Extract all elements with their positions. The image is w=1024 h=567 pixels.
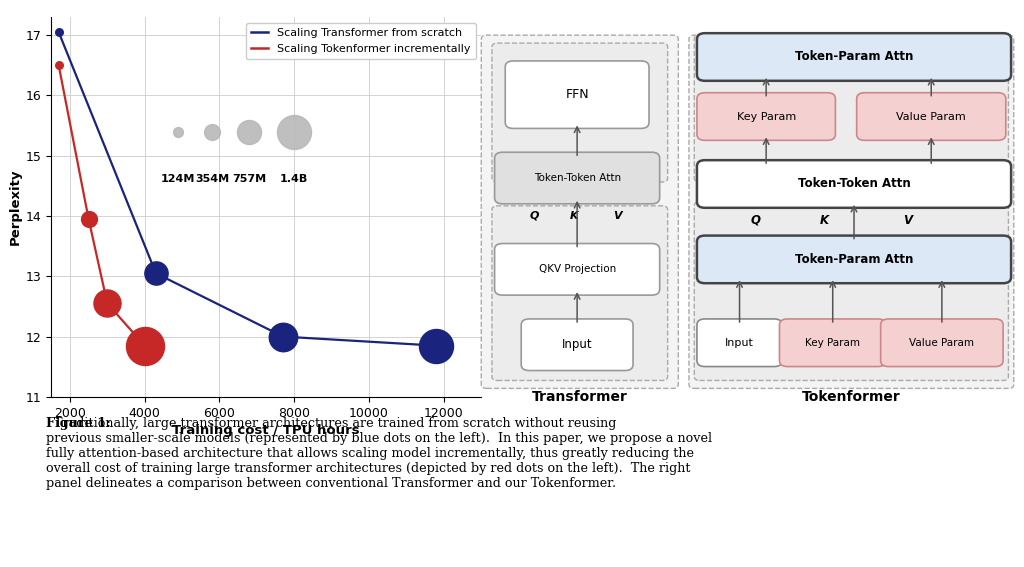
FancyBboxPatch shape	[857, 93, 1006, 141]
Text: 354M: 354M	[195, 174, 229, 184]
Text: FFN: FFN	[565, 88, 589, 101]
FancyBboxPatch shape	[697, 33, 1011, 81]
Point	[50, 28, 67, 37]
FancyBboxPatch shape	[694, 35, 1009, 182]
FancyBboxPatch shape	[481, 35, 678, 388]
FancyBboxPatch shape	[697, 160, 1011, 208]
Text: 1.4B: 1.4B	[281, 174, 308, 184]
FancyBboxPatch shape	[521, 319, 633, 371]
Point	[50, 61, 67, 70]
Text: 757M: 757M	[232, 174, 266, 184]
Text: Transformer: Transformer	[531, 390, 628, 404]
FancyBboxPatch shape	[492, 43, 668, 182]
Text: Key Param: Key Param	[805, 338, 860, 348]
Text: V: V	[903, 214, 911, 227]
Text: Token-Param Attn: Token-Param Attn	[795, 50, 913, 64]
Text: Input: Input	[725, 338, 754, 348]
Point	[242, 127, 258, 136]
FancyBboxPatch shape	[495, 153, 659, 204]
Text: Value Param: Value Param	[896, 112, 966, 121]
Point	[81, 214, 97, 223]
FancyBboxPatch shape	[697, 93, 836, 141]
Point	[136, 341, 153, 350]
Text: QKV Projection: QKV Projection	[539, 264, 615, 274]
Text: 124M: 124M	[161, 174, 196, 184]
Point	[274, 332, 291, 341]
FancyBboxPatch shape	[689, 35, 1014, 388]
Text: V: V	[612, 211, 622, 221]
FancyBboxPatch shape	[505, 61, 649, 129]
Point	[204, 127, 220, 136]
Point	[286, 127, 302, 136]
Text: Traditionally, large transformer architectures are trained from scratch without : Traditionally, large transformer archite…	[46, 417, 713, 490]
Text: K: K	[820, 214, 829, 227]
FancyBboxPatch shape	[694, 202, 1009, 380]
FancyBboxPatch shape	[881, 319, 1004, 367]
Text: Input: Input	[562, 338, 593, 351]
Point	[99, 299, 116, 308]
X-axis label: Training cost / TPU hours: Training cost / TPU hours	[172, 424, 360, 437]
Text: Figure 1:: Figure 1:	[46, 417, 111, 430]
Text: Q: Q	[529, 211, 540, 221]
Y-axis label: Perplexity: Perplexity	[8, 169, 22, 245]
FancyBboxPatch shape	[495, 244, 659, 295]
Point	[428, 341, 444, 350]
Text: Key Param: Key Param	[736, 112, 796, 121]
FancyBboxPatch shape	[492, 206, 668, 380]
FancyBboxPatch shape	[697, 319, 782, 367]
Point	[170, 127, 186, 136]
Legend: Scaling Transformer from scratch, Scaling Tokenformer incrementally: Scaling Transformer from scratch, Scalin…	[246, 23, 476, 59]
Point	[147, 269, 164, 278]
FancyBboxPatch shape	[779, 319, 886, 367]
FancyBboxPatch shape	[697, 236, 1011, 284]
Text: Value Param: Value Param	[909, 338, 975, 348]
Text: Tokenformer: Tokenformer	[802, 390, 901, 404]
Text: Token-Token Attn: Token-Token Attn	[798, 177, 910, 191]
Text: K: K	[570, 211, 579, 221]
Text: Q: Q	[751, 214, 761, 227]
Text: Token-Token Attn: Token-Token Attn	[534, 173, 621, 183]
Text: Token-Param Attn: Token-Param Attn	[795, 253, 913, 266]
